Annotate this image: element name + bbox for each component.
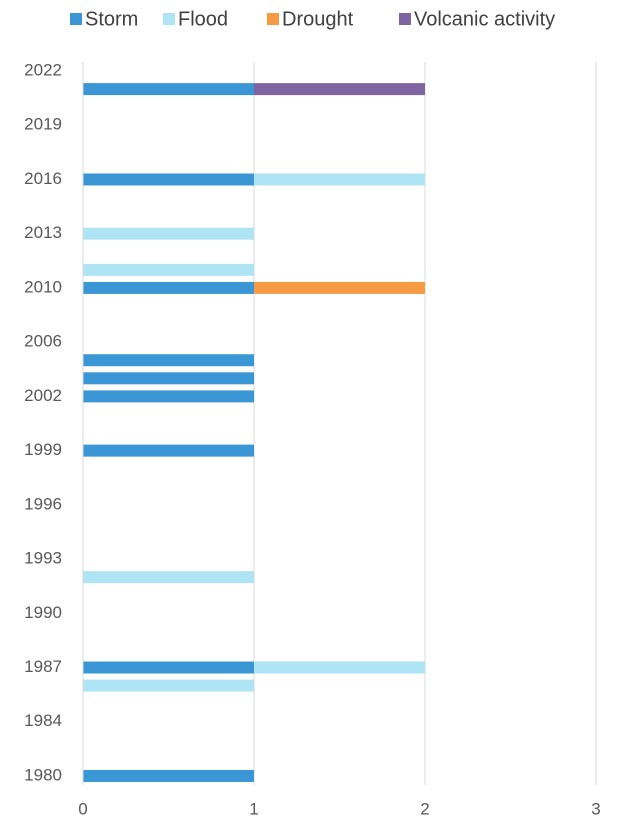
- y-tick-label: 1996: [24, 494, 62, 513]
- y-tick-label: 1980: [24, 765, 62, 784]
- y-tick-label: 2016: [24, 169, 62, 188]
- x-tick-label: 1: [249, 799, 258, 818]
- legend-swatch: [267, 13, 279, 25]
- bar: [83, 571, 254, 584]
- bar: [83, 444, 254, 457]
- bar: [83, 281, 254, 294]
- legend-swatch: [163, 13, 175, 25]
- legend-label: Flood: [178, 8, 228, 30]
- y-tick-label: 1993: [24, 549, 62, 568]
- y-tick-label: 2013: [24, 223, 62, 242]
- y-tick-label: 1990: [24, 603, 62, 622]
- bar: [254, 661, 425, 674]
- bar: [83, 661, 254, 674]
- bar: [83, 227, 254, 240]
- bar: [83, 83, 254, 96]
- y-tick-label: 2019: [24, 115, 62, 134]
- y-tick-label: 2010: [24, 277, 62, 296]
- legend-label: Storm: [85, 8, 138, 30]
- x-tick-label: 2: [420, 799, 429, 818]
- y-tick-label: 1999: [24, 440, 62, 459]
- legend-label: Drought: [282, 8, 354, 30]
- bar: [83, 679, 254, 692]
- bar: [83, 390, 254, 403]
- y-tick-label: 1987: [24, 657, 62, 676]
- y-tick-label: 2022: [24, 61, 62, 80]
- y-tick-label: 2002: [24, 386, 62, 405]
- legend-label: Volcanic activity: [414, 8, 555, 30]
- bar: [83, 354, 254, 367]
- bar: [254, 281, 425, 294]
- bar: [83, 263, 254, 276]
- x-tick-label: 3: [591, 799, 600, 818]
- bar: [83, 173, 254, 186]
- x-tick-label: 0: [78, 799, 87, 818]
- bar: [83, 372, 254, 385]
- y-tick-label: 2006: [24, 332, 62, 351]
- bar: [254, 173, 425, 186]
- bar: [83, 769, 254, 782]
- legend-swatch: [399, 13, 411, 25]
- bar: [254, 83, 425, 96]
- legend-swatch: [70, 13, 82, 25]
- y-tick-label: 1984: [24, 711, 62, 730]
